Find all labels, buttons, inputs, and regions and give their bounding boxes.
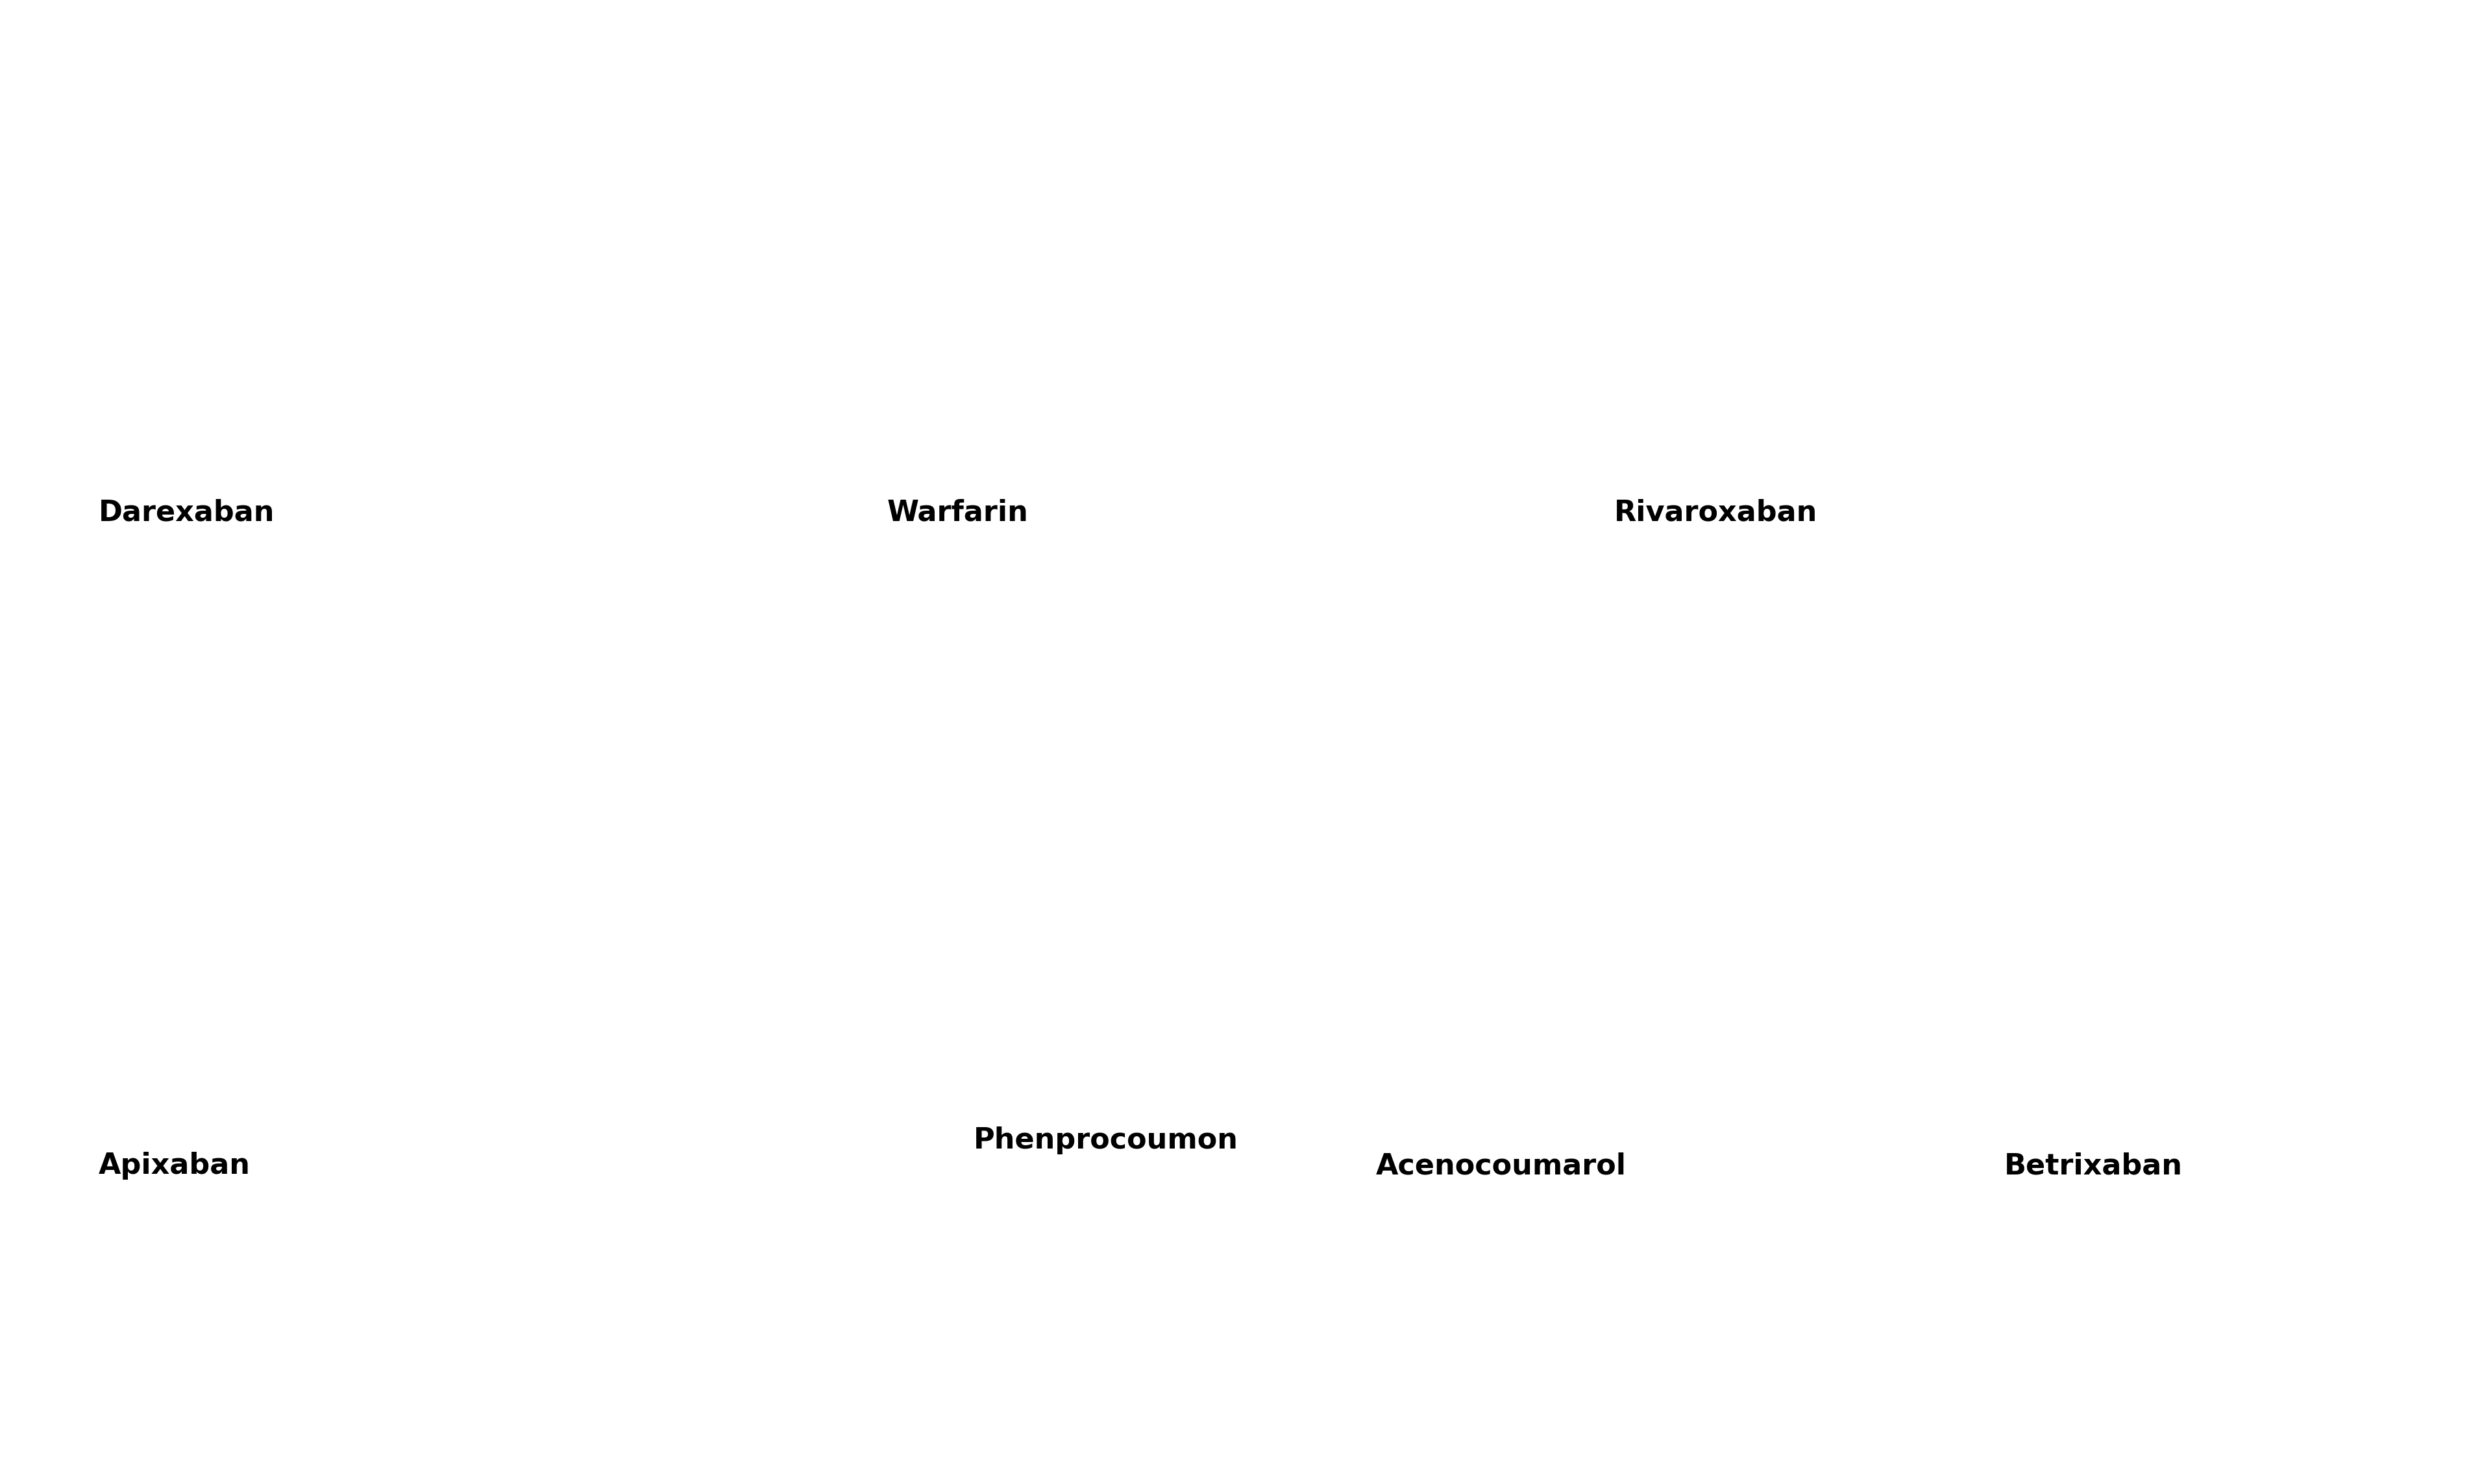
Text: Warfarin: Warfarin (886, 499, 1030, 527)
Text: Apixaban: Apixaban (99, 1152, 252, 1180)
Text: Acenocoumarol: Acenocoumarol (1375, 1152, 1627, 1180)
Text: Rivaroxaban: Rivaroxaban (1615, 499, 1817, 527)
Text: Betrixaban: Betrixaban (2005, 1152, 2183, 1180)
Text: Phenprocoumon: Phenprocoumon (973, 1126, 1239, 1155)
Text: Darexaban: Darexaban (99, 499, 274, 527)
